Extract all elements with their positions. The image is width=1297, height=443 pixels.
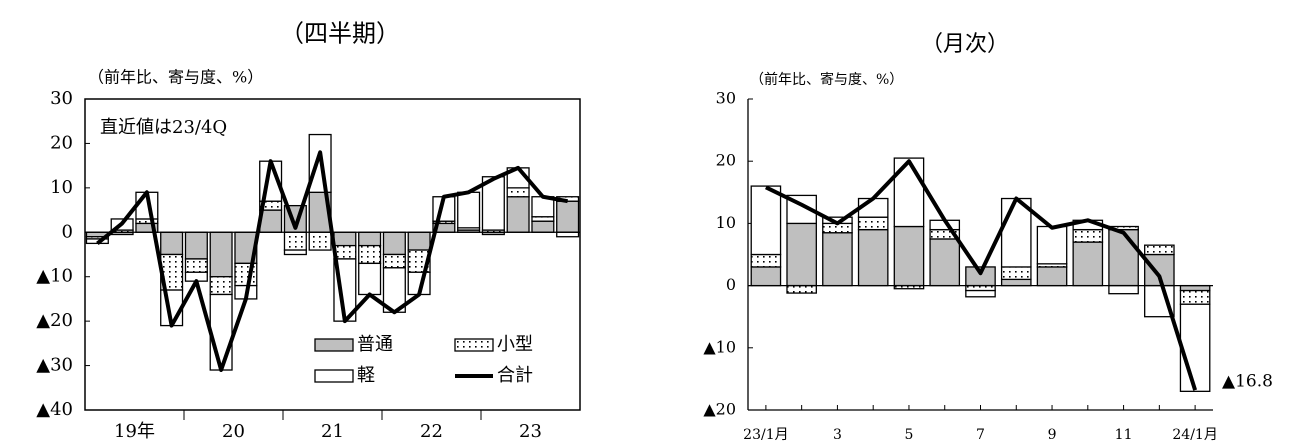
legend-label: 軽	[357, 365, 375, 386]
x-tick-label: 24/1月	[1172, 427, 1217, 443]
bar-segment	[358, 244, 382, 265]
bar-segment	[965, 289, 996, 298]
y-tick-label: 0	[726, 275, 736, 294]
bar-segment	[556, 231, 580, 238]
bar-segment	[506, 196, 530, 233]
bar-segment	[822, 232, 853, 287]
y-tick-label: 30	[716, 89, 736, 108]
y-tick-label: 10	[716, 213, 736, 232]
bar-segment	[1144, 244, 1175, 256]
bar-segment	[1179, 303, 1211, 392]
bar-segment	[209, 276, 233, 296]
bar-segment	[531, 220, 555, 233]
bar-segment	[750, 253, 782, 268]
y-tick-label: 20	[716, 151, 736, 170]
bar-segment	[786, 222, 817, 287]
bar-segment	[184, 258, 208, 273]
y-axis-label: （前年比、寄与度、%）	[88, 68, 263, 87]
bar-segment	[1000, 197, 1032, 268]
bar-segment	[750, 185, 782, 256]
x-tick-label: 19年	[114, 421, 155, 442]
bar-segment	[531, 216, 555, 222]
bar-segment	[358, 231, 382, 247]
bar-segment	[893, 225, 925, 287]
bar-segment	[333, 231, 357, 247]
bar-segment	[209, 231, 233, 278]
x-tick-label: 5	[905, 427, 914, 443]
bar-segment	[786, 284, 817, 294]
bar-segment	[1000, 278, 1032, 287]
bar-segment	[358, 262, 382, 296]
y-tick-label: ▲20	[703, 400, 736, 419]
legend-label: 小型	[497, 334, 533, 355]
y-tick-label: 0	[62, 221, 73, 242]
plot-frame	[84, 98, 581, 411]
y-tick-label: ▲10	[36, 266, 73, 287]
y-tick-label: 30	[50, 88, 73, 109]
bar-segment	[857, 228, 889, 287]
bar-segment	[750, 266, 782, 287]
total-line	[765, 159, 1198, 391]
bar-segment	[382, 253, 406, 269]
bar-segment	[382, 231, 406, 256]
bar-segment	[1000, 266, 1032, 281]
y-axis-label: （前年比、寄与度、%）	[750, 71, 903, 88]
bar-segment	[1036, 266, 1068, 287]
annotation: 直近値は23/4Q	[100, 117, 227, 138]
x-tick-label: 20	[222, 421, 245, 442]
bar-segment	[1108, 228, 1139, 287]
bar-segment	[506, 187, 530, 198]
bar-segment	[457, 191, 481, 229]
bar-segment	[1179, 284, 1211, 292]
legend-swatch	[454, 338, 494, 352]
y-tick-label: 20	[50, 132, 73, 153]
x-tick-label: 23	[519, 421, 542, 442]
bar-segment	[308, 231, 332, 251]
x-tick-label: 7	[976, 427, 985, 443]
x-tick-label: 11	[1115, 427, 1133, 443]
bar-segment	[283, 249, 307, 256]
bar-segment	[1108, 284, 1139, 295]
bar-segment	[929, 238, 961, 287]
legend-label: 普通	[357, 334, 393, 355]
total-line	[96, 150, 568, 373]
bar-segment	[1072, 241, 1104, 287]
chart-title: （月次）	[921, 32, 1009, 57]
x-tick-label: 21	[321, 421, 344, 442]
bar-segment	[556, 200, 580, 233]
bar-segment	[857, 216, 889, 231]
bar-segment	[160, 231, 184, 256]
x-tick-label: 23/1月	[743, 427, 788, 443]
bar-segment	[1179, 289, 1211, 305]
y-tick-label: ▲40	[36, 399, 73, 420]
x-tick-label: 3	[833, 427, 842, 443]
bar-segment	[184, 231, 208, 260]
bar-segment	[965, 284, 996, 292]
chart-title: （四半期）	[280, 20, 400, 48]
legend-swatch	[314, 369, 354, 383]
y-tick-label: ▲30	[36, 355, 73, 376]
bar-segment	[1072, 228, 1104, 243]
bar-segment	[893, 157, 925, 228]
bar-segment	[481, 176, 505, 231]
y-tick-label: ▲20	[36, 310, 73, 331]
y-tick-label: ▲10	[703, 337, 736, 356]
bar-segment	[407, 231, 431, 251]
bar-segment	[1036, 225, 1068, 265]
bar-segment	[283, 231, 307, 251]
bar-segment	[209, 293, 233, 371]
annotation: ▲16.8	[1222, 372, 1273, 392]
legend-label: 合計	[497, 365, 533, 386]
y-tick-label: 10	[50, 177, 73, 198]
x-tick-label: 9	[1048, 427, 1057, 443]
legend-swatch	[314, 338, 354, 352]
x-tick-label: 22	[420, 421, 443, 442]
